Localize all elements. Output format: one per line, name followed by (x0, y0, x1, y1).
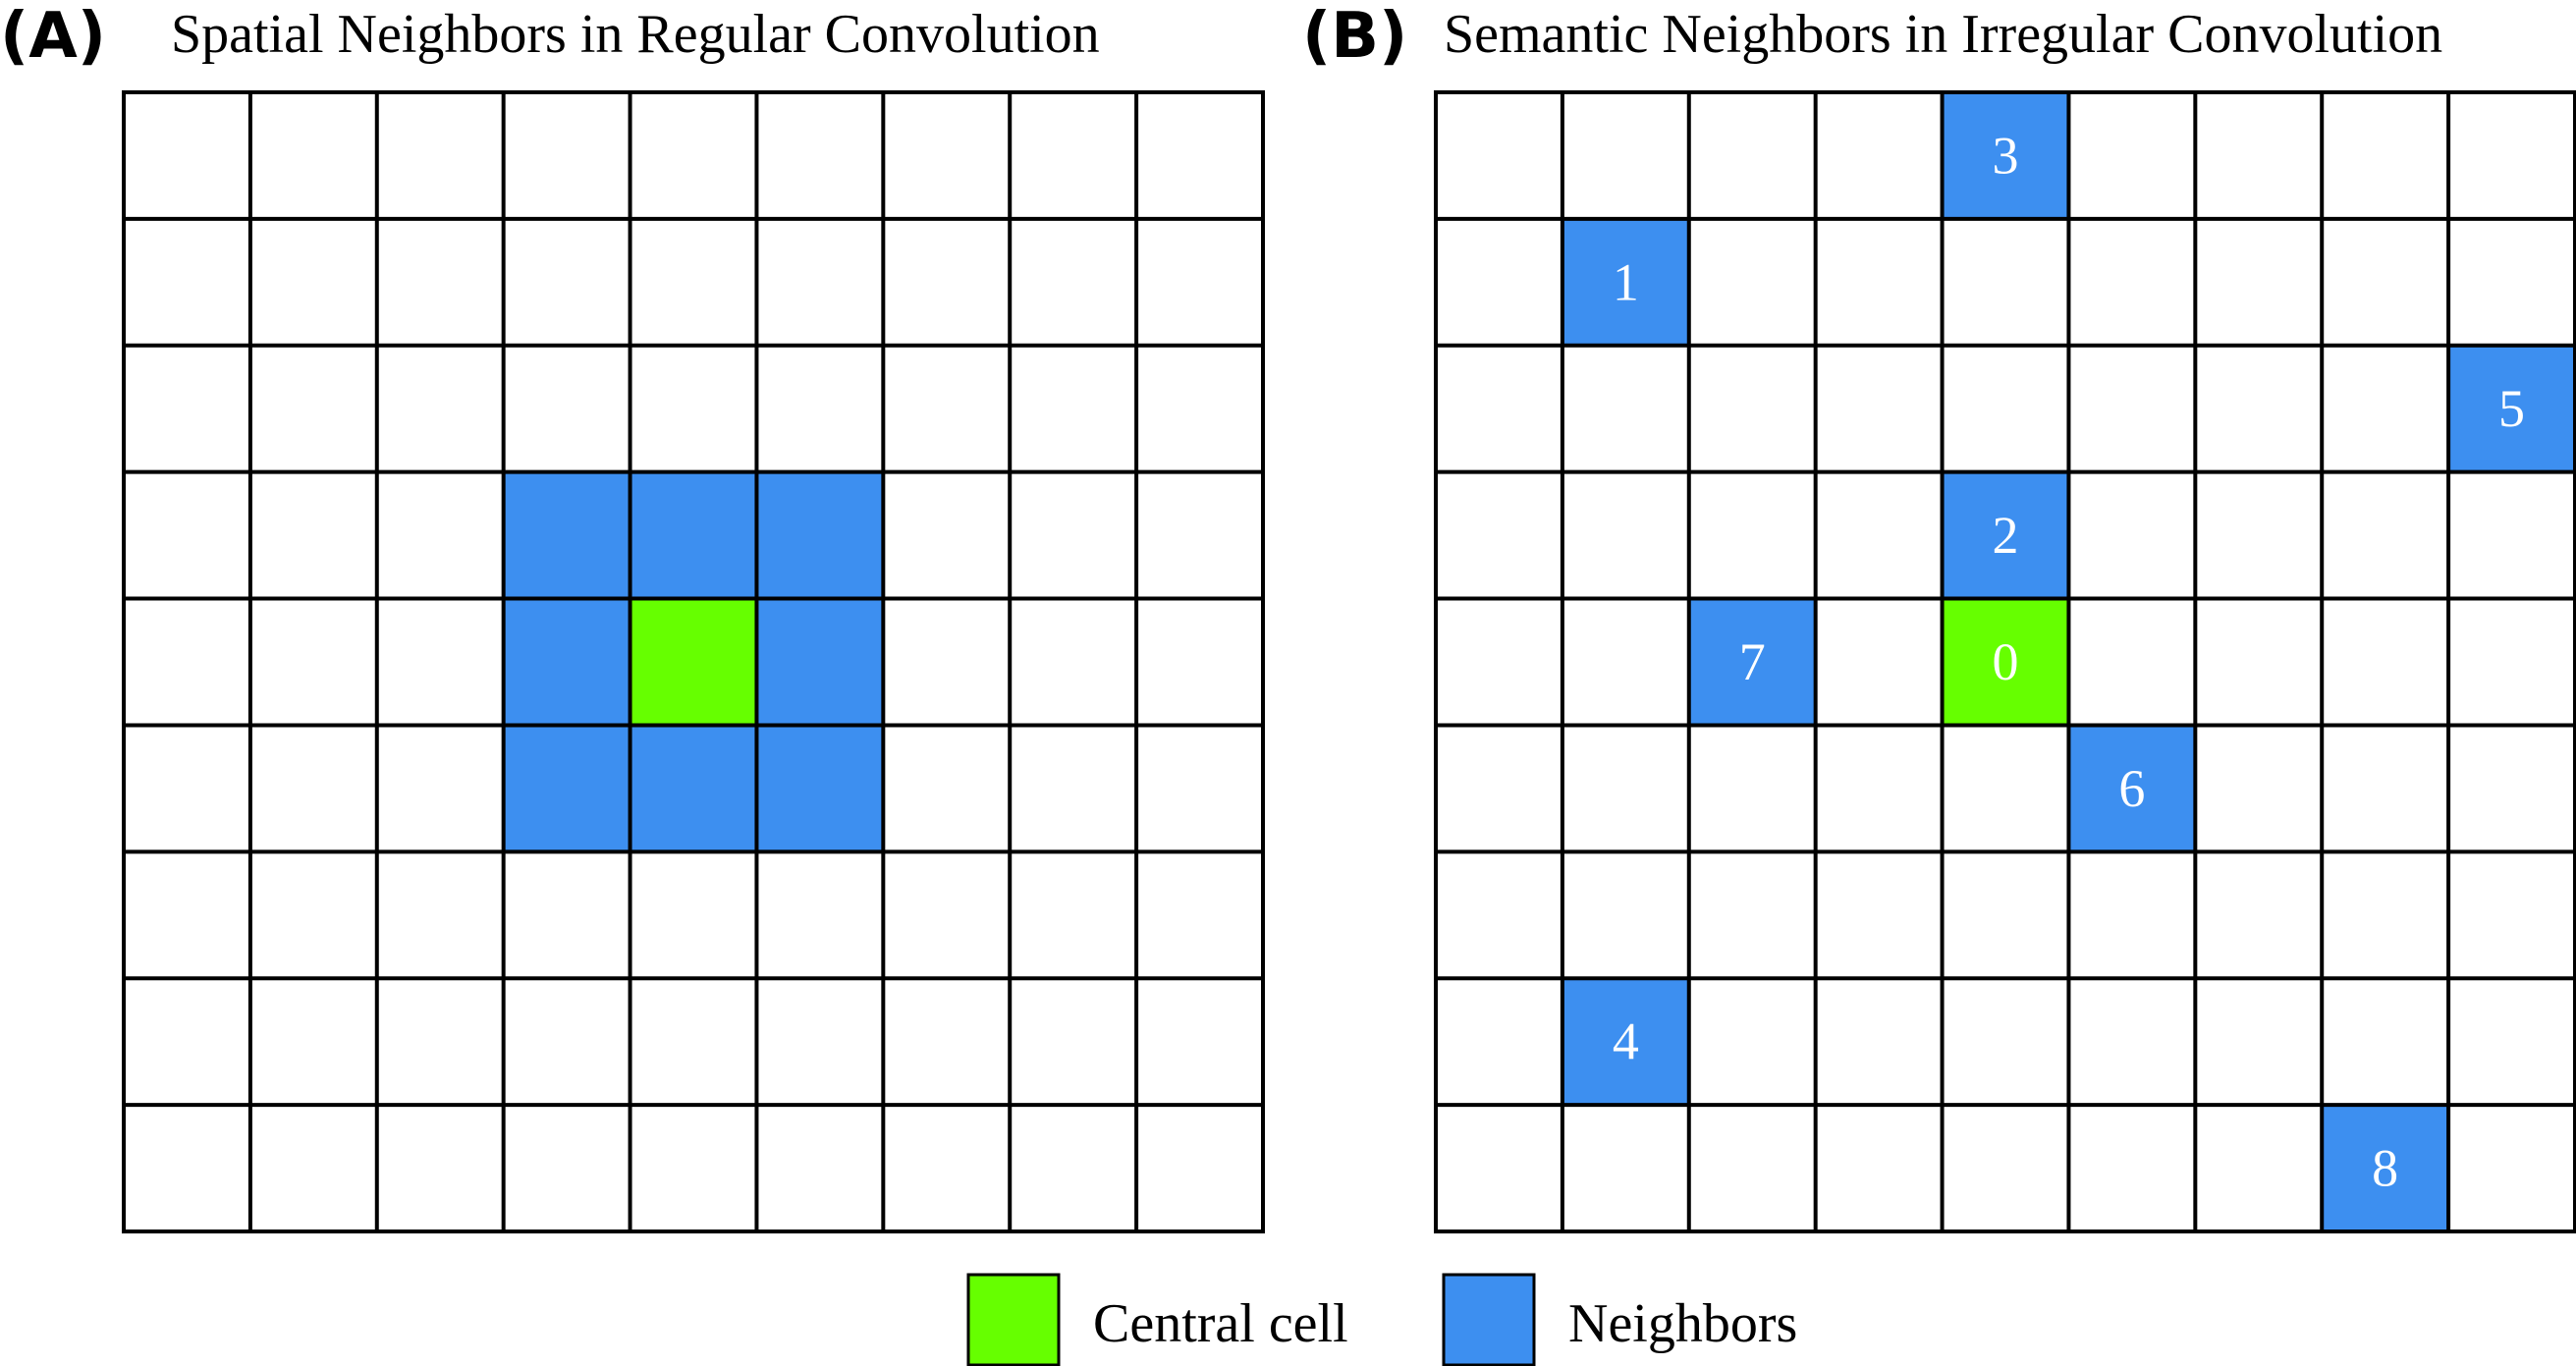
panel-a-letter: (A) (0, 0, 106, 73)
panel-b-neighbor-cell-7 (2322, 1105, 2449, 1231)
panel-a-neighbor-cell-4 (756, 598, 884, 726)
panel-b-neighbor-cell-1 (1942, 471, 2069, 599)
panel-b-letter: (B) (1302, 0, 1407, 73)
panel-b-title: Semantic Neighbors in Irregular Convolut… (1444, 4, 2442, 65)
panel-a-neighbor-cell-5 (503, 725, 630, 852)
legend-neighbors-label: Neighbors (1568, 1293, 1797, 1354)
legend-central-label: Central cell (1093, 1293, 1348, 1354)
panel-b-central-cell-label: 0 (1993, 632, 2019, 691)
legend-neighbors-swatch (1442, 1273, 1536, 1366)
panel-a-central-cell (630, 598, 757, 726)
panel-b-neighbor-cell-7-label: 8 (2372, 1139, 2398, 1198)
panel-a-neighbor-cell-0 (503, 471, 630, 599)
panel-b-neighbor-cell-4 (2448, 345, 2575, 472)
panel-b-neighbor-cell-3-label: 4 (1613, 1012, 1639, 1071)
panel-b-central-cell (1942, 598, 2069, 726)
panel-a-neighbor-cell-2 (756, 471, 884, 599)
panel-b-neighbor-cell-3 (1562, 978, 1689, 1106)
panel-b-neighbor-cell-0-label: 1 (1613, 252, 1639, 311)
panel-b-neighbor-cell-5-label: 6 (2118, 759, 2145, 818)
panel-b-neighbor-cell-6 (1688, 598, 1816, 726)
panel-b-grid: 1 2 3 4 5 6 7 8 0 (1434, 90, 2576, 1233)
panel-b-neighbor-cell-2 (1942, 92, 2069, 219)
panel-b-neighbor-cell-2-label: 3 (1993, 126, 2019, 185)
panel-b-neighbor-cell-4-label: 5 (2498, 379, 2525, 438)
panel-a-neighbor-cell-7 (756, 725, 884, 852)
panel-a-grid (122, 90, 1265, 1233)
panel-a-neighbor-cell-6 (630, 725, 757, 852)
legend-central-swatch (966, 1273, 1061, 1366)
panel-a-neighbor-cell-1 (630, 471, 757, 599)
panel-b-neighbor-cell-1-label: 2 (1993, 506, 2019, 565)
panel-b-neighbor-cell-5 (2068, 725, 2196, 852)
legend: Central cell Neighbors (966, 1273, 1797, 1366)
panel-b-neighbor-cell-0 (1562, 218, 1689, 346)
panel-a-title: Spatial Neighbors in Regular Convolution (171, 4, 1100, 65)
panel-b-neighbor-cell-6-label: 7 (1739, 632, 1766, 691)
panel-a-neighbor-cell-3 (503, 598, 630, 726)
